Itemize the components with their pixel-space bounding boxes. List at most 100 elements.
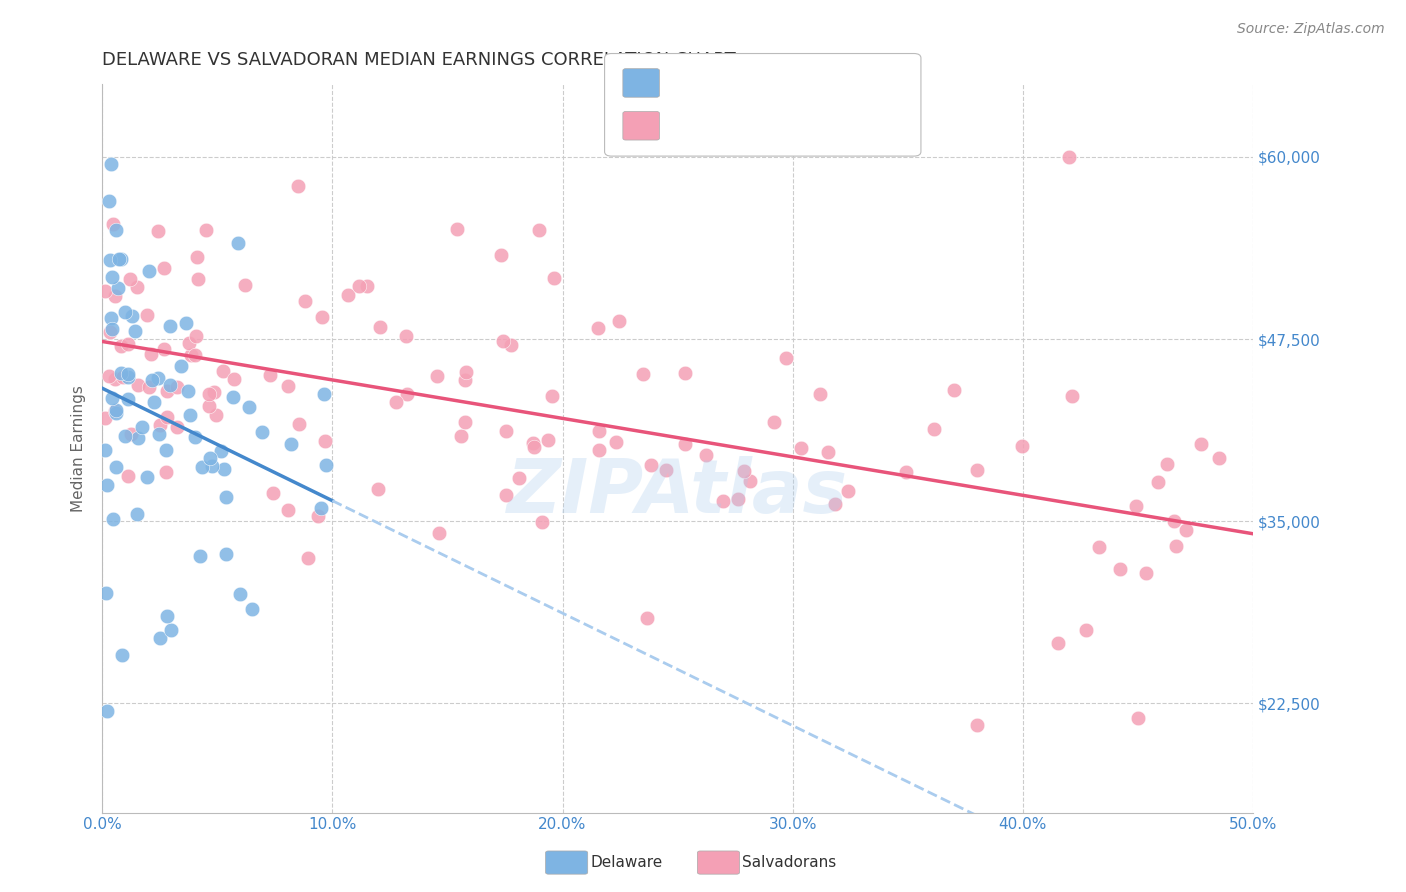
Point [177, 384, 200, 398]
Point [695, 448, 717, 462]
Point [138, 379, 160, 393]
Point [117, 367, 139, 381]
Point [159, 378, 181, 392]
Point [501, 338, 523, 352]
Point [174, 317, 197, 331]
Point [108, 252, 131, 266]
Point [148, 225, 170, 239]
Point [180, 348, 202, 362]
Point [824, 497, 846, 511]
Point [308, 509, 330, 524]
Point [120, 427, 142, 442]
Point [111, 648, 134, 663]
Point [107, 281, 129, 295]
Point [673, 437, 696, 451]
Point [205, 408, 228, 422]
Point [177, 336, 200, 351]
Point [127, 432, 149, 446]
Point [101, 512, 124, 526]
Point [1208, 451, 1230, 466]
Point [110, 252, 132, 266]
Point [508, 470, 530, 484]
Point [1163, 514, 1185, 528]
Point [966, 718, 988, 732]
Point [105, 223, 128, 237]
Point [139, 347, 162, 361]
Point [100, 157, 122, 171]
Point [96, 586, 118, 600]
Point [117, 369, 139, 384]
Point [127, 378, 149, 392]
Point [117, 337, 139, 351]
Point [94, 410, 117, 425]
Point [156, 384, 179, 398]
Point [356, 278, 378, 293]
Point [607, 314, 630, 328]
Point [790, 441, 813, 455]
Point [1189, 436, 1212, 450]
Point [100, 322, 122, 336]
Point [188, 549, 211, 563]
Point [1146, 475, 1168, 489]
Point [112, 370, 135, 384]
Point [311, 310, 333, 324]
Point [104, 460, 127, 475]
Point [294, 294, 316, 309]
Point [654, 463, 676, 477]
Text: DELAWARE VS SALVADORAN MEDIAN EARNINGS CORRELATION CHART: DELAWARE VS SALVADORAN MEDIAN EARNINGS C… [103, 51, 735, 69]
Point [155, 442, 177, 457]
Point [277, 503, 299, 517]
Point [160, 624, 183, 638]
Point [156, 608, 179, 623]
Point [942, 383, 965, 397]
Point [1088, 540, 1111, 554]
Point [837, 483, 859, 498]
Point [588, 425, 610, 439]
Point [202, 384, 225, 399]
Point [775, 351, 797, 365]
Point [427, 525, 450, 540]
Point [454, 365, 477, 379]
Point [763, 415, 786, 429]
Text: Salvadorans: Salvadorans [742, 855, 837, 870]
Point [104, 288, 127, 302]
Point [100, 270, 122, 285]
Point [215, 547, 238, 561]
Point [211, 364, 233, 378]
Point [127, 280, 149, 294]
Point [586, 321, 609, 335]
Point [315, 458, 337, 473]
Point [94, 443, 117, 458]
Point [262, 485, 284, 500]
Point [229, 587, 252, 601]
Point [148, 427, 170, 442]
Point [149, 417, 172, 432]
Point [1175, 523, 1198, 537]
Point [215, 490, 238, 504]
Point [1135, 566, 1157, 580]
Point [117, 469, 139, 483]
Point [214, 462, 236, 476]
Point [495, 488, 517, 502]
Point [605, 434, 627, 449]
Point [347, 278, 370, 293]
Point [104, 372, 127, 386]
Point [187, 272, 209, 286]
Point [1109, 562, 1132, 576]
Point [198, 451, 221, 466]
Point [98, 252, 121, 267]
Point [166, 420, 188, 434]
Point [159, 319, 181, 334]
Point [966, 462, 988, 476]
Point [125, 507, 148, 521]
Point [711, 494, 734, 508]
Point [201, 459, 224, 474]
Point [733, 465, 755, 479]
Point [817, 445, 839, 459]
Point [395, 387, 418, 401]
Point [252, 425, 274, 439]
Point [98, 368, 121, 383]
Point [367, 482, 389, 496]
Point [149, 631, 172, 645]
Point [1011, 439, 1033, 453]
